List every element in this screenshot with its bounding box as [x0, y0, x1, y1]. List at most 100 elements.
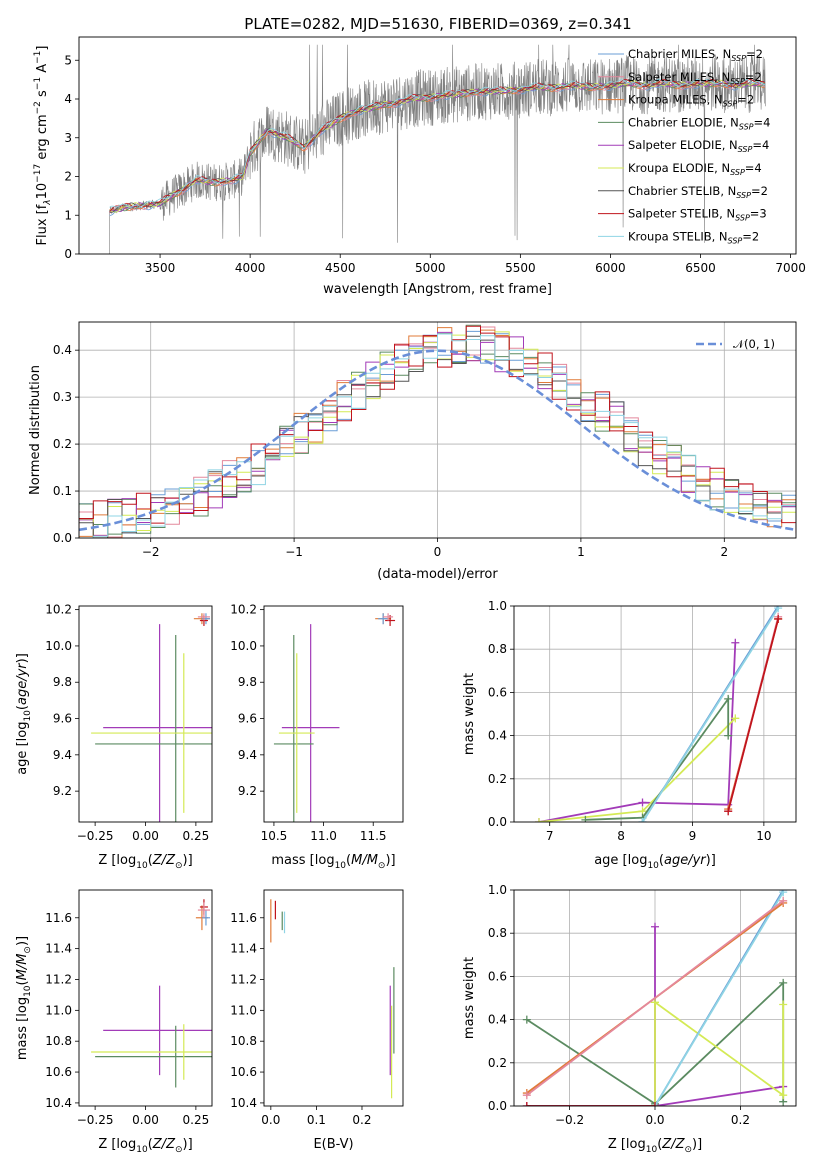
y-tick-label: 0.0 — [53, 531, 72, 545]
y-tick-label: 9.4 — [53, 748, 72, 762]
y-label-part: Flux [f — [35, 204, 50, 245]
x-tick-label: 4500 — [325, 261, 356, 275]
model-line-kroupa-stelib — [109, 78, 765, 208]
legend-suffix: =2 — [737, 93, 754, 107]
y-tick-label: 10.2 — [45, 603, 72, 617]
y-tick-label: 1 — [64, 208, 72, 222]
series-salpeter-elodie — [534, 638, 740, 822]
legend-subscript: SSP — [731, 54, 746, 63]
x-tick-label: 0.1 — [307, 1113, 326, 1127]
model-line-kroupa-elodie — [109, 79, 765, 213]
legend-text: Salpeter ELODIE, N — [628, 138, 738, 152]
label-part: mass [log — [271, 853, 334, 868]
y-tick-label: 9.8 — [238, 675, 257, 689]
label-part: )] — [15, 653, 30, 663]
y-tick-label: 2 — [64, 170, 72, 184]
y-label-part: A — [35, 64, 50, 77]
y-tick-label: 10.4 — [45, 1096, 72, 1110]
series-salpeter-stelib — [522, 1102, 659, 1106]
x-tick-label: 7 — [546, 829, 554, 843]
series-marker — [779, 890, 788, 897]
y-tick-label: 9.4 — [238, 748, 257, 762]
x-tick-label: −0.25 — [77, 1113, 114, 1127]
y-tick-label: 4 — [64, 92, 72, 106]
label-part: Z [log — [608, 1137, 646, 1152]
mass_weight_vs_Z-axes: −0.2 0.0 0.2 0.0 0.2 0.4 0.6 0.8 1.0 Z [log10(Z/Z… — [462, 883, 796, 1155]
series-line — [654, 891, 784, 1106]
legend-text: Chabrier ELODIE, N — [628, 115, 739, 129]
y-tick-label: 0.8 — [488, 642, 507, 656]
legend-suffix: =2 — [746, 47, 763, 61]
label-part: ⊙ — [175, 1145, 183, 1155]
legend-suffix: =4 — [754, 115, 771, 129]
label-part: 10 — [136, 1145, 148, 1155]
x-axis-label: age [log10(age/yr)] — [594, 853, 716, 871]
series-marker — [779, 1000, 788, 1009]
series-line — [585, 696, 730, 821]
x-tick-label: 2 — [720, 545, 728, 559]
legend-text: Kroupa MILES, N — [628, 93, 723, 107]
series-line — [654, 1000, 785, 1106]
y-tick-label: 0.2 — [53, 437, 72, 451]
label-part: ( — [659, 853, 664, 868]
label-part: )] — [692, 1137, 702, 1152]
legend-suffix: =4 — [752, 138, 769, 152]
errorbar-chabrier-miles — [378, 613, 389, 625]
legend-entry: Salpeter STELIB, NSSP=3 — [628, 207, 767, 223]
series-marker — [651, 1102, 659, 1106]
y-axis-label: Flux [fλ10−17 erg cm−2 s−1 A−1] — [33, 46, 53, 246]
label-part: ( — [15, 980, 30, 985]
x-tick-label: 11.5 — [360, 829, 387, 843]
label-part: 10 — [646, 1145, 658, 1155]
y-tick-label: 10.6 — [230, 1065, 257, 1079]
label-part: )] — [15, 936, 30, 946]
series-marker — [581, 815, 590, 822]
label-part: ⊙ — [23, 946, 33, 954]
series-marker — [731, 638, 740, 647]
label-part: Z/Z — [661, 1137, 685, 1152]
x-axis-label: Z [log10(Z/Z⊙)] — [98, 853, 192, 871]
series-salpeter-miles — [522, 896, 788, 1100]
x-tick-label: −0.25 — [77, 829, 114, 843]
y-tick-label: 11.4 — [45, 942, 72, 956]
x-axis-label: Z [log10(Z/Z⊙)] — [98, 1137, 192, 1155]
series-marker — [779, 896, 788, 905]
y-tick-label: 0.4 — [53, 343, 72, 357]
x-tick-label: 4000 — [235, 261, 266, 275]
series-kroupa-stelib — [638, 606, 783, 822]
x-tick-label: 7000 — [775, 261, 806, 275]
errorbar-chabrier-miles — [201, 910, 210, 926]
series-line — [526, 900, 784, 1096]
x-axis-label: E(B-V) — [313, 1137, 353, 1152]
series-marker — [651, 998, 659, 1007]
series-marker — [651, 922, 659, 931]
series-line — [727, 618, 780, 812]
x-tick-label: 3500 — [145, 261, 176, 275]
label-part: )] — [385, 853, 395, 868]
y-tick-label: 3 — [64, 131, 72, 145]
label-part: age/yr — [664, 853, 707, 868]
errorbar-salpeter-miles — [383, 613, 394, 621]
mass_vs_EBV-axes: 0.0 0.1 0.2 10.4 10.6 10.8 11.0 11.2 11.4 11.6 E(B… — [230, 899, 395, 1152]
x-tick-label: −0.2 — [555, 1113, 584, 1127]
label-part: age [log — [15, 722, 30, 775]
legend-text: Chabrier STELIB, N — [628, 184, 736, 198]
legend-subscript: SSP — [728, 236, 743, 245]
y-tick-label: 0.0 — [488, 815, 507, 829]
x-tick-label: 6500 — [685, 261, 716, 275]
y-axis-label: age [log10(age/yr)] — [15, 653, 33, 775]
histogram-kroupa-stelib — [79, 333, 796, 538]
series-salpeter-stelib — [724, 614, 783, 816]
legend-entry: Salpeter MILES, NSSP=2 — [628, 70, 762, 86]
spectrum-axes: 3500 4000 4500 5000 5500 6000 6500 7000 0 1 2 3 4 5 Ch… — [33, 44, 806, 297]
y-label-part: erg cm — [35, 114, 50, 163]
series-kroupa-elodie — [651, 998, 788, 1106]
y-tick-label: 9.2 — [238, 784, 257, 798]
y-tick-label: 9.8 — [53, 675, 72, 689]
label-part: ⊙ — [684, 1145, 692, 1155]
y-tick-label: 0.4 — [488, 729, 507, 743]
legend-text: Salpeter STELIB, N — [628, 207, 735, 221]
y-label-part: s — [35, 90, 50, 101]
y-label-part: 10 — [35, 183, 50, 200]
